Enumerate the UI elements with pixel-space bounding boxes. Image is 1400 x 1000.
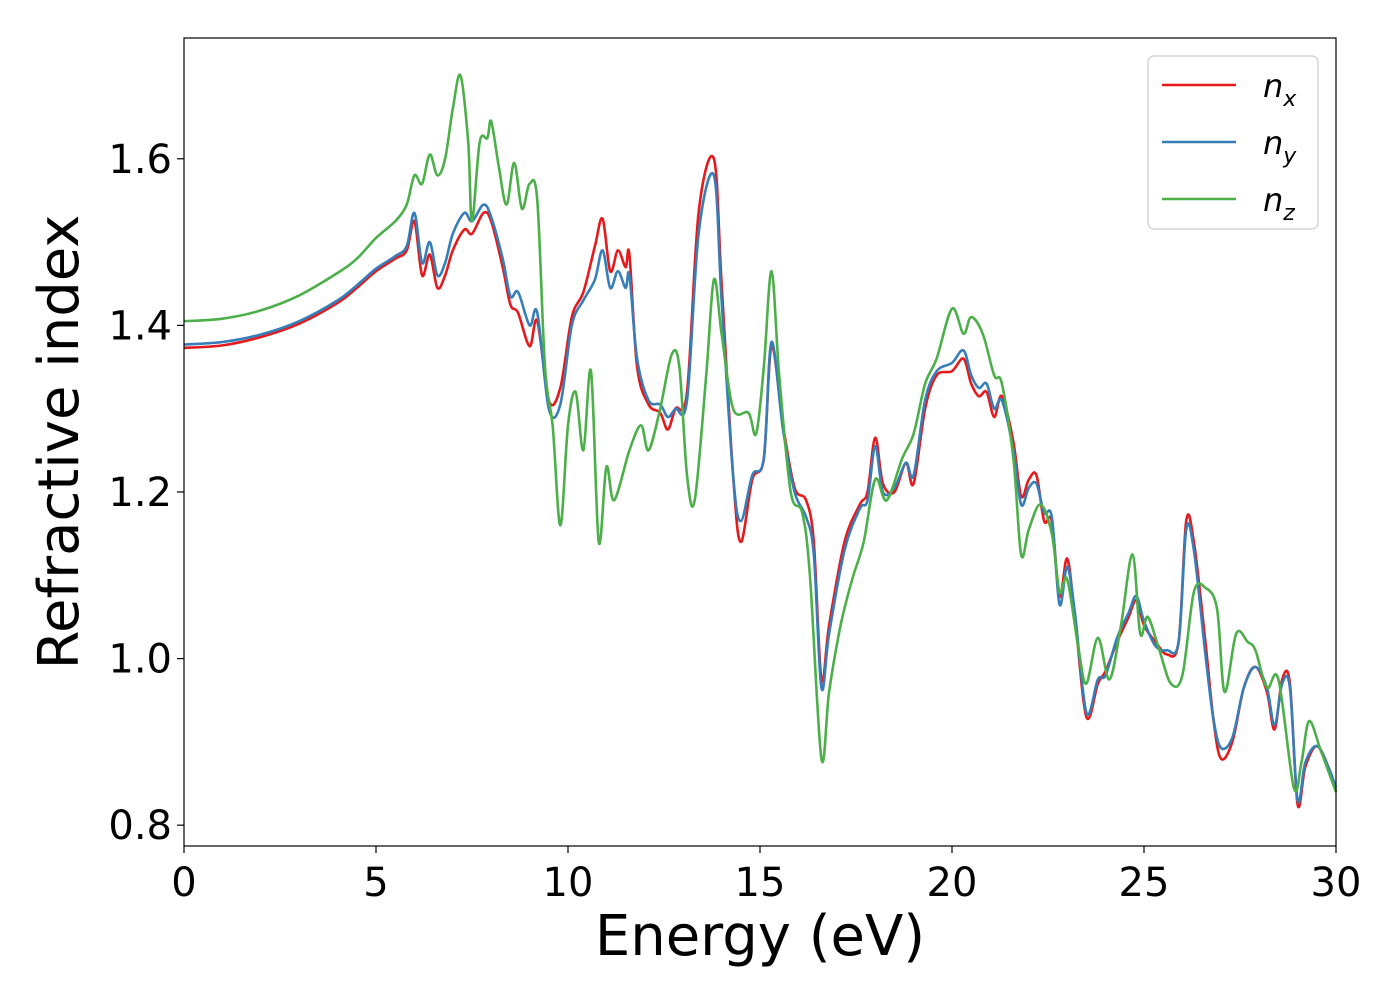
plot-lines	[183, 73, 1338, 809]
y-axis-label: Refractive index	[27, 215, 92, 670]
series-line-ny	[183, 172, 1338, 804]
y-tick-label: 0.8	[108, 803, 172, 849]
x-axis-label: Energy (eV)	[595, 904, 925, 969]
x-tick-label: 5	[363, 860, 388, 906]
y-tick-label: 1.2	[108, 470, 172, 516]
series-line-nz	[183, 73, 1338, 793]
x-tick-label: 30	[1311, 860, 1362, 906]
x-axis-ticks: 0 5 10 15 20 25 30	[171, 846, 1361, 906]
x-tick-label: 15	[735, 860, 786, 906]
legend-label-nx: nx	[1263, 67, 1297, 112]
x-tick-label: 0	[171, 860, 196, 906]
x-tick-label: 25	[1119, 860, 1170, 906]
series-line-nx	[183, 154, 1338, 809]
legend-label-ny: ny	[1263, 124, 1297, 169]
y-tick-label: 1.4	[108, 303, 172, 349]
y-tick-label: 1.0	[108, 637, 172, 683]
x-tick-label: 10	[543, 860, 594, 906]
y-tick-label: 1.6	[108, 137, 172, 183]
x-tick-label: 20	[927, 860, 978, 906]
y-axis-ticks: 0.8 1.0 1.2 1.4 1.6	[108, 137, 184, 849]
